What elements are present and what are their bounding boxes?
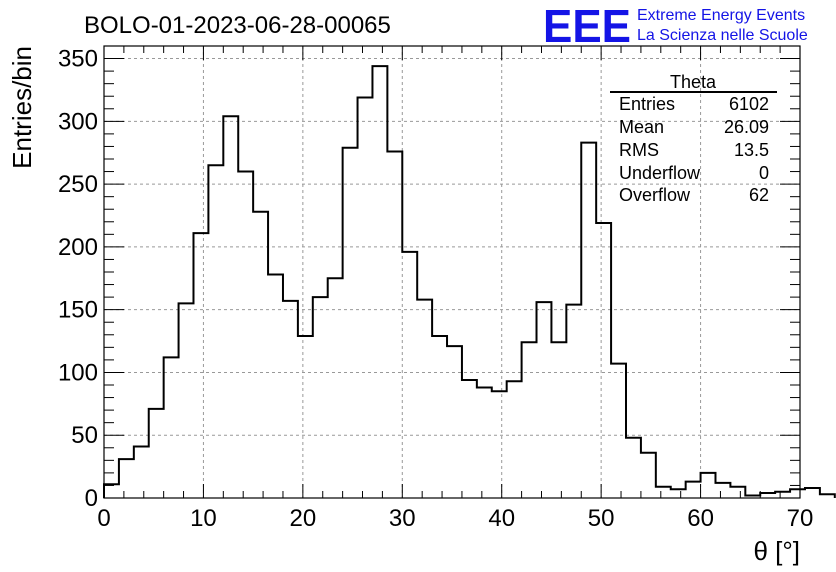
y-tick-label: 350: [58, 46, 98, 73]
x-tick-label: 0: [97, 505, 110, 532]
y-tick-label: 100: [58, 359, 98, 386]
axis-ticks: [103, 45, 801, 499]
y-tick-labels: 0 50 100 150 200 250 300 350: [58, 46, 98, 512]
histogram-step-line: [103, 65, 836, 498]
y-tick-label: 0: [85, 485, 98, 512]
stats-label-mean: Mean: [619, 117, 664, 137]
x-tick-label: 70: [787, 505, 814, 532]
chart-title: BOLO-01-2023-06-28-00065: [84, 12, 391, 39]
y-tick-label: 150: [58, 297, 98, 324]
y-tick-label: 250: [58, 171, 98, 198]
stats-value-rms: 13.5: [734, 140, 769, 160]
stats-value-overflow: 62: [749, 185, 769, 205]
y-axis-label: Entries/bin: [7, 46, 37, 169]
stats-box: Theta Entries 6102 Mean 26.09 RMS 13.5 U…: [610, 72, 777, 205]
x-tick-label: 10: [190, 505, 217, 532]
x-axis-label: θ [°]: [753, 536, 800, 566]
y-tick-label: 300: [58, 108, 98, 135]
x-tick-label: 30: [389, 505, 416, 532]
logo-line1: Extreme Energy Events: [637, 7, 805, 24]
stats-title: Theta: [670, 72, 717, 92]
y-tick-label: 50: [71, 422, 98, 449]
x-tick-label: 60: [687, 505, 714, 532]
y-tick-label: 200: [58, 234, 98, 261]
logo-line2: La Scienza nelle Scuole: [637, 27, 808, 44]
x-tick-label: 50: [588, 505, 615, 532]
stats-label-rms: RMS: [619, 140, 659, 160]
stats-label-underflow: Underflow: [619, 163, 701, 183]
stats-value-entries: 6102: [729, 94, 769, 114]
stats-label-overflow: Overflow: [619, 185, 691, 205]
logo-mark: EEE: [543, 0, 631, 52]
stats-value-mean: 26.09: [724, 117, 769, 137]
x-tick-label: 40: [488, 505, 515, 532]
eee-logo: EEE Extreme Energy Events La Scienza nel…: [543, 0, 808, 52]
plot-frame: [103, 45, 801, 499]
x-tick-label: 20: [290, 505, 317, 532]
stats-value-underflow: 0: [759, 163, 769, 183]
grid-lines: [104, 46, 800, 498]
x-tick-labels: 0 10 20 30 40 50 60 70: [97, 505, 813, 532]
stats-label-entries: Entries: [619, 94, 675, 114]
